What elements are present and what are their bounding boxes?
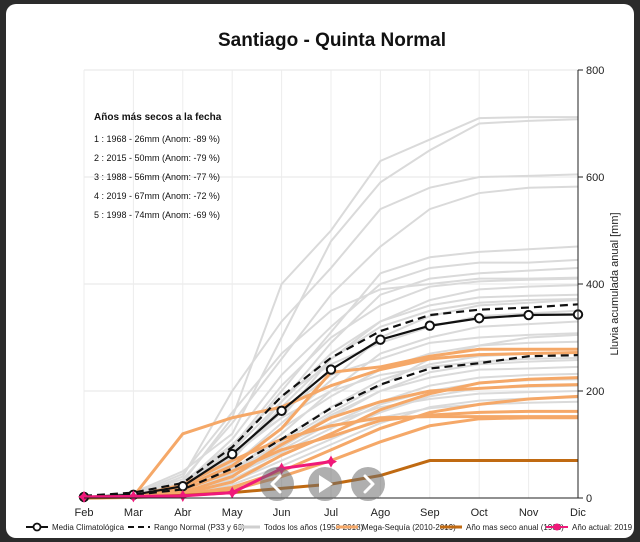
x-tick-labels: Feb Mar Abr May Jun Jul Ago Sep Oct Nov Dic	[75, 507, 587, 519]
x-tick-label: Nov	[519, 507, 539, 519]
x-tick-label: Jul	[324, 507, 338, 519]
prev-button-bg[interactable]	[260, 467, 294, 501]
normal-range-line	[83, 354, 579, 499]
y-axis-label: Lluvia acumulada anual [mm]	[609, 212, 621, 355]
driest-years-annotation: Años más secos a la fecha 1 : 1968 - 26mm…	[94, 112, 222, 220]
mean-point	[276, 405, 287, 416]
x-tick-label: Feb	[75, 507, 94, 519]
legend-label: Mega-Sequía (2010-2019)	[362, 523, 456, 532]
next-button-bg[interactable]	[351, 467, 385, 501]
legend-label: Año actual: 2019	[572, 523, 633, 532]
navigation-controls	[260, 467, 385, 501]
current-year-point	[77, 490, 91, 503]
current-year-point	[127, 490, 140, 503]
legend-label: Rango Normal (P33 y 66)	[154, 523, 245, 532]
annotation-line: 3 : 1988 - 56mm (Anom: -77 %)	[94, 172, 220, 182]
x-tick-label: Sep	[420, 507, 440, 519]
annotation-line: 5 : 1998 - 74mm (Anom: -69 %)	[94, 210, 220, 220]
x-tick-label: Dic	[570, 507, 586, 519]
y-tick-label: 800	[586, 65, 604, 77]
mean-point	[375, 334, 386, 345]
normal-range-series	[83, 303, 579, 499]
current-year-point	[176, 489, 189, 502]
legend-entry: Todos los años (1950-2018)	[238, 523, 364, 532]
play-icon	[319, 475, 333, 493]
annotation-line: 1 : 1968 - 26mm (Anom: -89 %)	[94, 134, 220, 144]
legend-entry: Año actual: 2019	[546, 523, 633, 532]
x-tick-label: Ago	[371, 507, 391, 519]
all-years-line	[83, 276, 579, 499]
current-year-point	[226, 486, 239, 499]
legend-label: Año mas seco anual (1968)	[466, 523, 564, 532]
annotation-line: 4 : 2019 - 67mm (Anom: -72 %)	[94, 191, 220, 201]
play-button[interactable]	[308, 467, 342, 501]
all-years-line	[83, 173, 579, 499]
all-years-line	[83, 185, 579, 499]
normal-range-line	[83, 303, 579, 497]
legend-entry: Mega-Sequía (2010-2019)	[336, 523, 456, 532]
chevron-left-icon	[270, 474, 282, 494]
legend-entry: Rango Normal (P33 y 66)	[128, 523, 245, 532]
chart-title: Santiago - Quinta Normal	[218, 30, 446, 51]
y-tick-label: 200	[586, 386, 604, 398]
current-year-point	[324, 455, 338, 468]
megadrought-line	[83, 350, 579, 500]
x-tick-label: Jun	[273, 507, 291, 519]
mean-point	[177, 481, 189, 492]
current-year-line	[83, 460, 332, 499]
y-tick-label: 400	[586, 279, 604, 291]
annotation-heading: Años más secos a la fecha	[94, 112, 222, 123]
y-tick-labels: 0 200 400 600 800	[586, 65, 604, 505]
chart-svg: Santiago - Quinta Normal Feb Mar Abr May Jun…	[26, 30, 633, 532]
legend-label: Todos los años (1950-2018)	[264, 523, 364, 532]
chevron-right-icon	[363, 474, 375, 494]
x-tick-label: Oct	[471, 507, 488, 519]
megadrought-line	[83, 383, 579, 500]
legend-marker	[553, 523, 561, 531]
x-tick-label: Abr	[174, 507, 191, 519]
mean-point	[474, 313, 485, 324]
legend-entry: Media Climatológica	[26, 522, 125, 532]
mean-point	[523, 309, 534, 321]
annotation-line: 2 : 2015 - 50mm (Anom: -79 %)	[94, 153, 220, 163]
legend-marker	[32, 522, 42, 532]
mean-point	[325, 364, 337, 375]
mean-point	[424, 320, 435, 331]
x-tick-label: May	[222, 507, 243, 519]
y-tick-label: 600	[586, 172, 604, 184]
prev-button[interactable]	[260, 467, 294, 501]
legend-label: Media Climatológica	[52, 523, 125, 532]
y-tick-label: 0	[586, 493, 592, 505]
chart-panel: Santiago - Quinta Normal Feb Mar Abr May Jun…	[6, 4, 634, 538]
mean-point	[227, 448, 238, 460]
all-years-line	[83, 118, 579, 499]
x-tick-label: Mar	[124, 507, 143, 519]
legend-entry: Año mas seco anual (1968)	[440, 523, 564, 532]
legend: Media Climatológica Rango Normal (P33 y 6…	[26, 522, 633, 532]
next-button[interactable]	[351, 467, 385, 501]
